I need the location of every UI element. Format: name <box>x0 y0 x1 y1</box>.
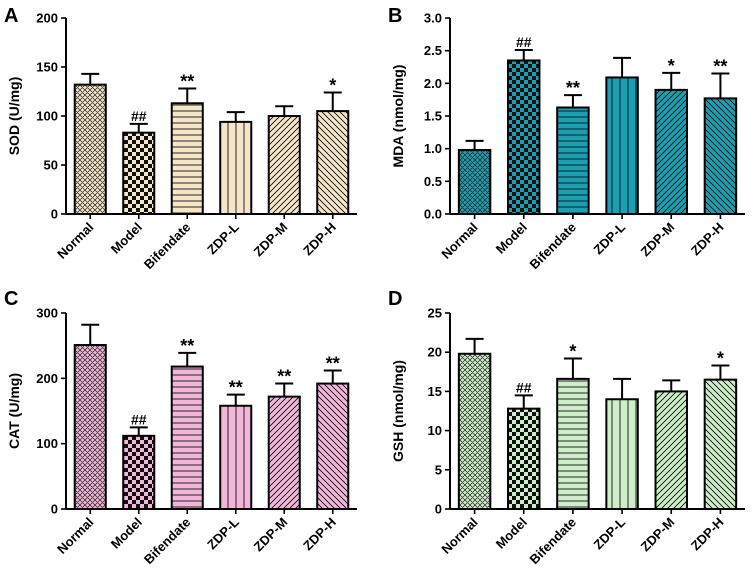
category-label: Normal <box>438 515 480 557</box>
significance-marker: ** <box>180 72 194 92</box>
panel-letter-D: D <box>388 288 402 310</box>
y-tick-label: 50 <box>44 158 58 173</box>
y-tick-label: 100 <box>36 109 58 124</box>
y-tick-label: 0.5 <box>424 174 442 189</box>
y-tick-label: 20 <box>428 345 442 360</box>
category-label: Model <box>108 220 145 257</box>
y-tick-label: 0 <box>51 502 58 517</box>
category-label: ZDP-H <box>300 220 339 259</box>
significance-marker: ** <box>713 57 727 77</box>
significance-marker: ## <box>131 108 147 124</box>
category-label: Bifendate <box>527 220 579 272</box>
significance-marker: ** <box>229 378 243 398</box>
bar-normal <box>457 148 492 215</box>
bar-zdp-m <box>267 115 301 215</box>
significance-marker: ## <box>516 34 532 50</box>
category-label: Model <box>108 515 145 552</box>
bar-normal <box>73 83 107 215</box>
category-label: Normal <box>54 220 96 262</box>
y-tick-label: 100 <box>36 436 58 451</box>
significance-marker: ** <box>326 353 340 373</box>
panel-letter-B: B <box>388 5 402 27</box>
y-tick-label: 0 <box>435 502 442 517</box>
y-axis-label: MDA (nmol/mg) <box>390 65 406 168</box>
bar-zdp-l <box>605 398 639 510</box>
bar-zdp-h <box>316 110 350 215</box>
significance-marker: ** <box>180 336 194 356</box>
category-label: ZDP-L <box>204 514 242 552</box>
significance-marker: ## <box>516 379 532 395</box>
bar-bifendate <box>556 106 590 215</box>
category-label: Normal <box>438 220 480 262</box>
category-label: ZDP-H <box>688 515 727 554</box>
bar-zdp-h <box>316 382 350 510</box>
y-tick-label: 3.0 <box>424 11 442 26</box>
category-label: ZDP-M <box>251 220 291 260</box>
category-label: Bifendate <box>141 220 193 272</box>
significance-marker: ** <box>277 367 291 387</box>
y-tick-label: 0 <box>51 207 58 222</box>
bar-normal <box>457 352 492 510</box>
category-label: Bifendate <box>527 515 579 567</box>
significance-marker: * <box>717 349 724 369</box>
significance-marker: * <box>668 56 675 76</box>
panel-letter-C: C <box>4 288 18 310</box>
category-label: ZDP-H <box>688 220 727 259</box>
y-axis-label: GSH (nmol/mg) <box>390 360 406 462</box>
bar-zdp-h <box>703 378 738 511</box>
y-tick-label: 5 <box>435 462 442 477</box>
bar-zdp-l <box>219 404 253 511</box>
bar-model <box>122 131 156 215</box>
category-label: ZDP-M <box>251 515 291 555</box>
panel-A: A 0 50 100 150 200 SOD (U/mg) Normal Model ## Bife… <box>4 5 357 272</box>
category-label: Model <box>493 220 530 257</box>
y-tick-label: 200 <box>36 371 58 386</box>
y-tick-label: 200 <box>36 11 58 26</box>
y-tick-label: 150 <box>36 60 58 75</box>
significance-marker: * <box>329 75 336 95</box>
y-tick-label: 0.0 <box>424 207 442 222</box>
category-label: ZDP-L <box>591 219 629 257</box>
category-label: Model <box>493 515 530 552</box>
panel-letter-A: A <box>4 5 18 27</box>
category-label: Bifendate <box>141 515 193 567</box>
bar-zdp-m <box>267 395 301 511</box>
significance-marker: ## <box>131 411 147 427</box>
bar-normal <box>73 344 107 510</box>
category-label: ZDP-L <box>591 514 629 552</box>
y-tick-label: 2.0 <box>424 76 442 91</box>
bar-zdp-h <box>703 97 738 215</box>
bar-bifendate <box>170 365 204 510</box>
significance-marker: ** <box>566 78 580 98</box>
y-tick-label: 2.5 <box>424 43 442 58</box>
bar-zdp-l <box>219 120 253 215</box>
category-label: ZDP-L <box>204 219 242 257</box>
panel-D: D 0 5 10 15 20 25 GSH (nmol/mg) Normal Model ## Bif… <box>388 288 745 567</box>
bar-bifendate <box>170 102 204 215</box>
y-tick-label: 15 <box>428 384 442 399</box>
y-tick-label: 25 <box>428 306 442 321</box>
panel-C: C 0 100 200 300 CAT (U/mg) Normal Model ## Bifend… <box>4 288 357 567</box>
y-tick-label: 10 <box>428 423 442 438</box>
category-label: ZDP-M <box>638 220 678 260</box>
significance-marker: * <box>569 341 576 361</box>
bar-bifendate <box>556 377 590 510</box>
bar-model <box>507 407 541 511</box>
bar-zdp-m <box>654 88 688 215</box>
category-label: Normal <box>54 515 96 557</box>
y-axis-label: SOD (U/mg) <box>6 77 22 156</box>
bar-model <box>122 434 156 510</box>
y-tick-label: 300 <box>36 306 58 321</box>
category-label: ZDP-M <box>638 515 678 555</box>
category-label: ZDP-H <box>300 515 339 554</box>
y-axis-label: CAT (U/mg) <box>6 373 22 449</box>
y-tick-label: 1.0 <box>424 141 442 156</box>
y-tick-label: 1.5 <box>424 109 442 124</box>
bar-zdp-m <box>654 390 688 510</box>
bar-zdp-l <box>605 76 639 215</box>
panel-B: B 0.0 0.5 1.0 1.5 2.0 2.5 3.0 MDA (nmol/mg) Norma… <box>388 5 745 272</box>
bar-model <box>507 59 541 216</box>
